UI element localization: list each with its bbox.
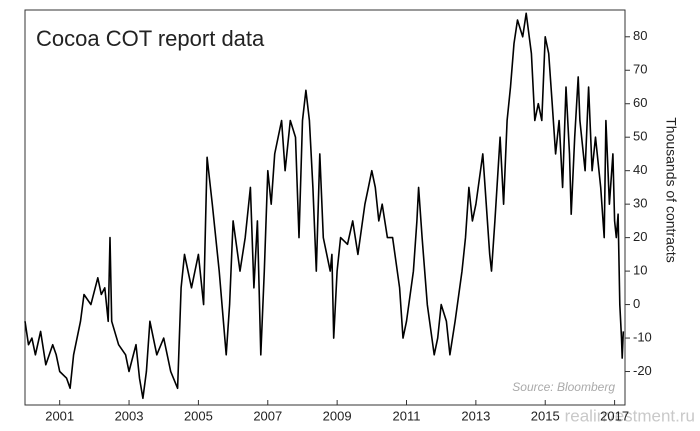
data-line (24, 12, 625, 400)
y-tick-label: 40 (633, 162, 647, 177)
x-tick-label: 2009 (323, 408, 352, 423)
y-tick-label: 50 (633, 129, 647, 144)
x-tick-label: 2017 (600, 408, 629, 423)
x-tick-label: 2013 (461, 408, 490, 423)
x-tick-label: 2003 (115, 408, 144, 423)
chart-title: Cocoa COT report data (36, 26, 265, 51)
y-tick-label: -20 (633, 363, 652, 378)
source-note: Source: Bloomberg (512, 380, 615, 394)
y-tick-label: 70 (633, 62, 647, 77)
plot-frame (24, 9, 626, 406)
x-tick-label: 2001 (45, 408, 74, 423)
x-tick-label: 2011 (393, 408, 421, 423)
x-tick-label: 2015 (531, 408, 560, 423)
y-tick-label: 60 (633, 95, 647, 110)
y-tick-label: 80 (633, 28, 647, 43)
y-tick-label: 0 (633, 296, 640, 311)
y-tick-label: 10 (633, 263, 647, 278)
watermark: realinvestment.ru (565, 406, 695, 425)
title-box (28, 18, 328, 62)
y-axis-label: Thousands of contracts (663, 117, 679, 263)
x-tick-label: 2005 (184, 408, 213, 423)
y-tick-label: 30 (633, 196, 647, 211)
y-tick-label: -10 (633, 329, 652, 344)
x-tick-label: 2007 (253, 408, 282, 423)
y-tick-label: 20 (633, 229, 647, 244)
